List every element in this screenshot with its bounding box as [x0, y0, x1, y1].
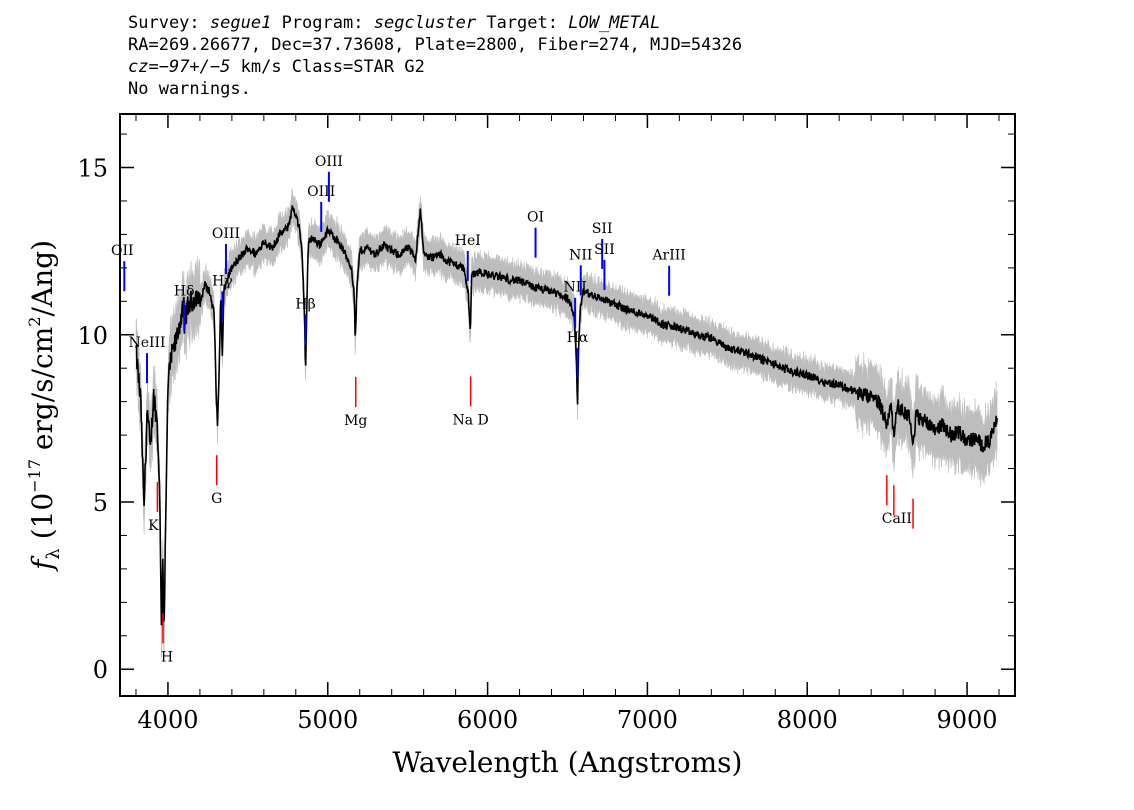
flux-series: [135, 205, 998, 626]
plot-frame: [119, 113, 1016, 697]
survey-value: segue1: [209, 13, 272, 33]
program-value: segcluster: [373, 13, 477, 33]
emission-line-label: SII: [592, 221, 613, 237]
emission-line-label: NeIII: [128, 335, 165, 351]
x-tick-label: 5000: [297, 706, 358, 734]
x-axis-title: Wavelength (Angstroms): [393, 746, 743, 779]
emission-line-label: Hα: [567, 330, 589, 346]
emission-line-label: NII: [564, 280, 587, 296]
y-tick-label: 5: [93, 489, 108, 517]
header-line-cz: cz=−97+/−5 km/s Class=STAR G2: [128, 56, 742, 78]
target-label: Target:: [486, 13, 558, 33]
y-axis-title-mid: erg/s/cm: [26, 327, 59, 459]
survey-label: Survey:: [128, 13, 200, 33]
absorption-line-label: K: [148, 518, 159, 534]
y-tick-label: 10: [77, 322, 108, 350]
spectral-line-markers: OIINeIIIHδHγOIIIHβOIIIOIIIHeIOINIIHαNIIS…: [111, 154, 914, 665]
emission-line-label: HeI: [455, 233, 481, 249]
y-axis-title-exp2: 2: [25, 317, 44, 327]
y-tick-label: 0: [93, 656, 108, 684]
header-line-coords: RA=269.26677, Dec=37.73608, Plate=2800, …: [128, 35, 743, 55]
emission-line-label: OI: [527, 210, 544, 226]
emission-line-label: Hδ: [174, 283, 195, 299]
y-tick-label: 15: [77, 155, 108, 183]
emission-line-label: OIII: [307, 184, 335, 200]
y-axis-title-exp: −17: [25, 459, 44, 493]
y-axis-title-end: /Ang): [26, 240, 59, 317]
x-tick-label: 4000: [137, 706, 198, 734]
header-line-warnings: No warnings.: [128, 79, 251, 99]
axis-ticks: 4000 5000 6000 7000 8000 9000 0 5 10 15: [77, 114, 1015, 734]
x-tick-label: 7000: [617, 706, 678, 734]
header-line-survey: Survey: segue1 Program: segcluster Targe…: [128, 12, 742, 34]
y-axis-title: fλ (10−17 erg/s/cm2/Ang): [25, 240, 64, 572]
y-axis-title-main: (10: [26, 493, 59, 548]
emission-line-label: Hβ: [295, 297, 315, 313]
program-label: Program:: [281, 13, 364, 33]
flux-line: [135, 205, 998, 626]
cz-value: =−97+/−5: [148, 57, 231, 77]
error-band: [135, 188, 998, 658]
absorption-line-label: H: [161, 649, 173, 665]
y-axis-title-sub: λ: [43, 548, 64, 559]
x-tick-label: 8000: [777, 706, 838, 734]
emission-line-label: OIII: [315, 154, 343, 170]
cz-unit: km/s Class=STAR G2: [230, 57, 425, 77]
emission-line-label: OIII: [212, 226, 240, 242]
absorption-line-label: G: [211, 491, 222, 507]
absorption-line-label: Mg: [344, 413, 367, 429]
flux-error-band: [135, 188, 998, 658]
emission-line-label: NII: [569, 247, 592, 263]
x-tick-label: 6000: [457, 706, 518, 734]
emission-line-label: Hγ: [212, 273, 233, 289]
absorption-line-label: Na D: [453, 412, 489, 428]
emission-line-label: SII: [594, 242, 615, 258]
emission-line-label: ArIII: [651, 248, 685, 264]
cz-label: cz: [128, 57, 149, 77]
target-value: LOW_METAL: [568, 13, 661, 33]
x-tick-label: 9000: [937, 706, 998, 734]
spectrum-header: Survey: segue1 Program: segcluster Targe…: [128, 12, 742, 100]
emission-line-label: OII: [111, 243, 134, 259]
absorption-line-label: CaII: [882, 511, 912, 527]
